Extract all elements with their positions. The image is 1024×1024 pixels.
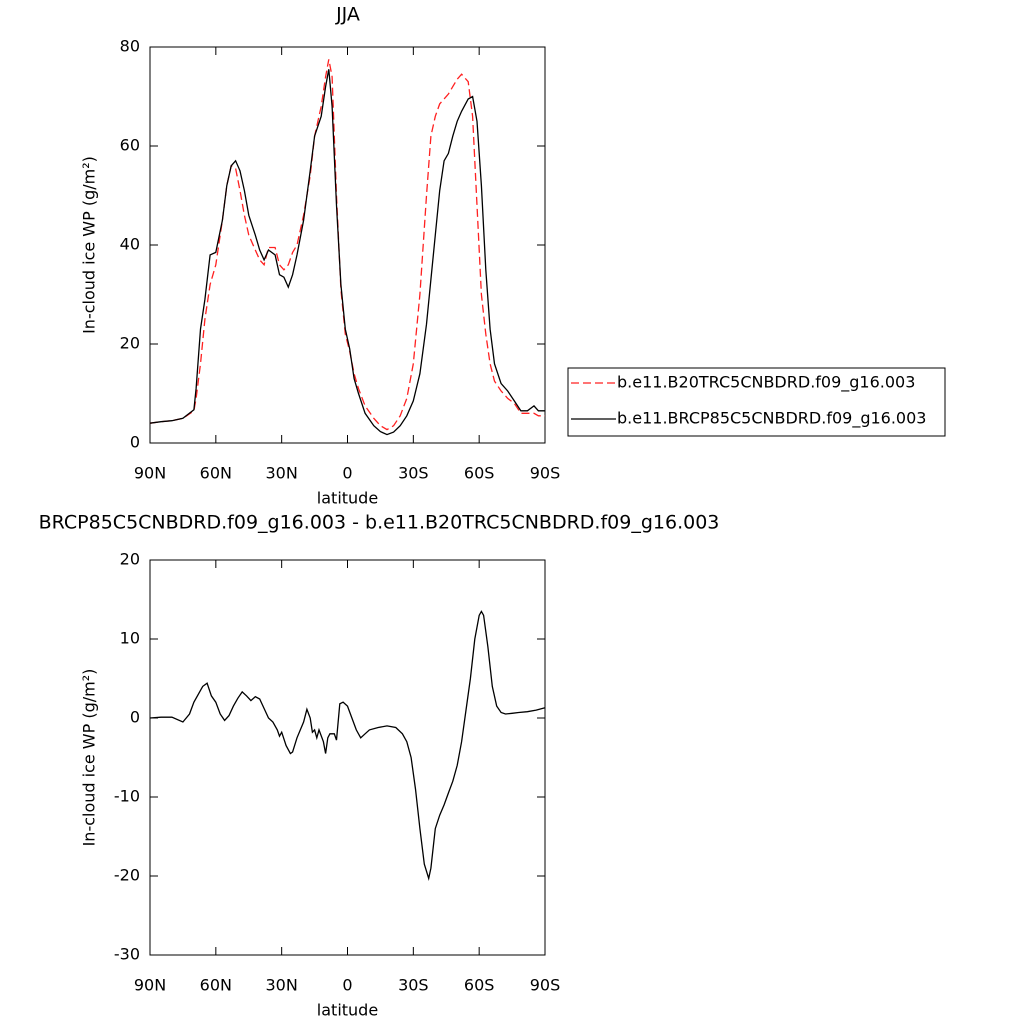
x-tick-label: 60S [464, 464, 495, 483]
y-tick-label: -20 [114, 866, 140, 885]
y-tick-label: 0 [130, 433, 140, 452]
x-tick-label: 90N [134, 976, 166, 995]
data-line [149, 69, 545, 436]
x-tick-label: 30S [398, 976, 429, 995]
x-tick-label: 0 [342, 464, 352, 483]
x-tick-label: 30N [266, 976, 298, 995]
y-tick-label: 20 [120, 334, 140, 353]
x-tick-label: 0 [342, 976, 352, 995]
x-tick-label: 60S [464, 976, 495, 995]
y-tick-label: 80 [120, 37, 140, 56]
x-tick-label: 30S [398, 464, 429, 483]
plot-frame [149, 559, 546, 956]
data-line [149, 59, 545, 431]
legend-box [567, 367, 946, 437]
y-axis-label: In-cloud ice WP (g/m²) [80, 669, 99, 847]
x-axis-label: latitude [317, 1001, 378, 1020]
y-axis-label: In-cloud ice WP (g/m²) [80, 156, 99, 334]
x-tick-label: 60N [200, 976, 232, 995]
plot-frame [149, 46, 546, 444]
legend-label: b.e11.BRCP85C5CNBDRD.f09_g16.003 [617, 409, 926, 429]
x-tick-label: 60N [200, 464, 232, 483]
y-tick-label: -10 [114, 787, 140, 806]
legend-label: b.e11.B20TRC5CNBDRD.f09_g16.003 [617, 373, 915, 393]
chart-title: BRCP85C5CNBDRD.f09_g16.003 - b.e11.B20TR… [39, 512, 720, 534]
y-tick-label: 40 [120, 235, 140, 254]
data-line [149, 610, 546, 881]
x-tick-label: 90S [530, 464, 561, 483]
x-tick-label: 30N [266, 464, 298, 483]
x-tick-label: 90S [530, 976, 561, 995]
y-tick-label: 10 [120, 629, 140, 648]
y-tick-label: -30 [114, 945, 140, 964]
x-tick-label: 90N [134, 464, 166, 483]
y-tick-label: 60 [120, 136, 140, 155]
chart-title: JJA [335, 4, 360, 26]
y-tick-label: 20 [120, 550, 140, 569]
x-axis-label: latitude [317, 489, 378, 508]
y-tick-label: 0 [130, 708, 140, 727]
